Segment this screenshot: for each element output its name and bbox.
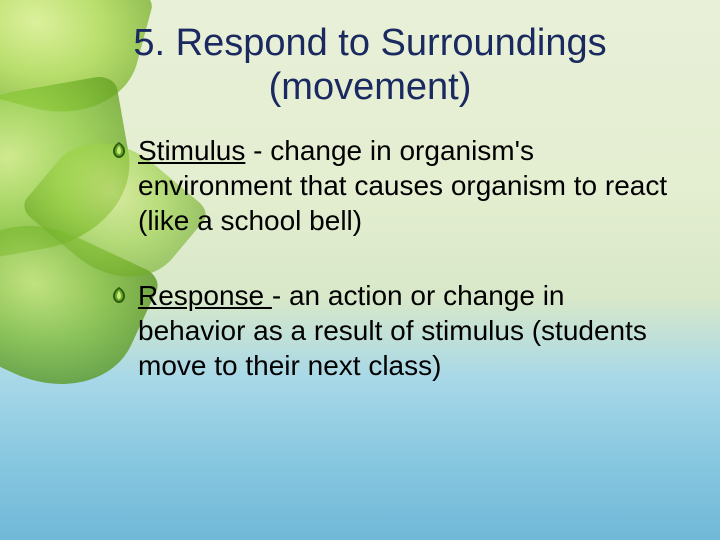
term: Response [138, 280, 272, 311]
bullet-list: Stimulus - change in organism's environm… [110, 133, 670, 383]
slide-content: 5. Respond to Surroundings (movement) St… [0, 0, 720, 540]
bullet-icon [110, 286, 128, 304]
list-item: Stimulus - change in organism's environm… [110, 133, 670, 238]
bullet-icon [110, 141, 128, 159]
list-item: Response - an action or change in behavi… [110, 278, 670, 383]
term: Stimulus [138, 135, 245, 166]
slide-title: 5. Respond to Surroundings (movement) [70, 22, 670, 109]
